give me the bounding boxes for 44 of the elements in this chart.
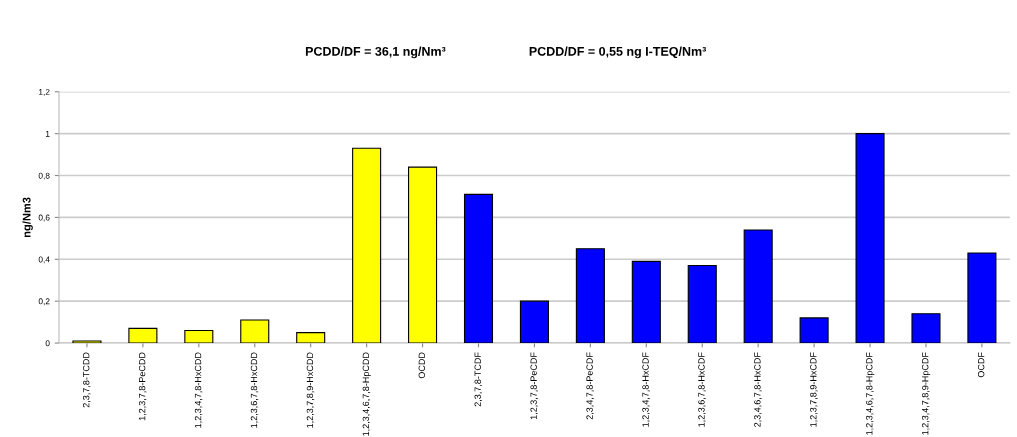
y-tick-label: 0,6 bbox=[38, 214, 50, 222]
x-tick-label: 1,2,3,4,7,8,9-HpCDF bbox=[922, 352, 931, 435]
bar bbox=[463, 193, 494, 344]
x-tick-label: 2,3,7,8-TCDD bbox=[82, 352, 91, 408]
x-tick-label: 1,2,3,4,6,7,8-HpCDD bbox=[362, 352, 371, 436]
x-tick-label: 1,2,3,6,7,8-HxCDF bbox=[698, 352, 706, 427]
bar bbox=[855, 133, 885, 344]
bar bbox=[352, 147, 382, 344]
bar bbox=[240, 319, 270, 344]
y-tick-label: 0,2 bbox=[38, 298, 50, 306]
bar bbox=[72, 340, 102, 344]
bar bbox=[967, 252, 997, 344]
text: PCDD/DF = 36,1 ng/Nm³ bbox=[305, 46, 446, 59]
text: PCDD/DF = 0,55 ng I-TEQ/Nm³ bbox=[529, 46, 707, 59]
bar bbox=[408, 166, 438, 344]
bar bbox=[743, 229, 773, 344]
x-tick-label: OCDF bbox=[977, 352, 985, 378]
bar bbox=[184, 329, 214, 344]
x-tick-label: OCDD bbox=[418, 352, 425, 379]
bar bbox=[575, 248, 605, 344]
y-tick-label: 1,2 bbox=[39, 88, 50, 96]
x-tick-label: 2,3,7,8-TCDF bbox=[474, 352, 482, 407]
bar bbox=[687, 265, 717, 344]
y-tick-label: 0 bbox=[45, 340, 50, 347]
x-tick-label: 1,2,3,7,8,9-HxCDD bbox=[306, 352, 315, 428]
x-tick-label: 2,3,4,6,7,8-HxCDF bbox=[754, 352, 762, 427]
y-tick-label: 0,8 bbox=[38, 172, 50, 180]
bar bbox=[631, 260, 661, 344]
x-tick-label: 1,2,3,4,7,8-HxCDF bbox=[642, 352, 650, 427]
y-tick-label: 0,4 bbox=[38, 256, 50, 264]
bar bbox=[128, 327, 158, 344]
bar bbox=[296, 332, 326, 344]
bar bbox=[519, 300, 549, 344]
y-tick-label: 1 bbox=[45, 130, 50, 137]
x-tick-label: 1,2,3,4,6,7,8-HpCDF bbox=[866, 352, 875, 435]
x-tick-label: 1,2,3,7,8-PeCDD bbox=[138, 352, 147, 421]
x-tick-label: 1,2,3,4,7,8-HxCDD bbox=[194, 352, 203, 428]
x-tick-label: 1,2,3,7,8,9-HxCDF bbox=[810, 352, 818, 427]
x-tick-label: 1,2,3,7,8-PeCDF bbox=[530, 352, 538, 420]
y-axis-title: ng/Nm3 bbox=[22, 197, 33, 238]
bar bbox=[799, 317, 829, 344]
bar bbox=[911, 313, 941, 344]
x-tick-label: 1,2,3,6,7,8-HxCDD bbox=[250, 352, 259, 428]
x-tick-label: 2,3,4,7,8-PeCDF bbox=[586, 352, 594, 420]
